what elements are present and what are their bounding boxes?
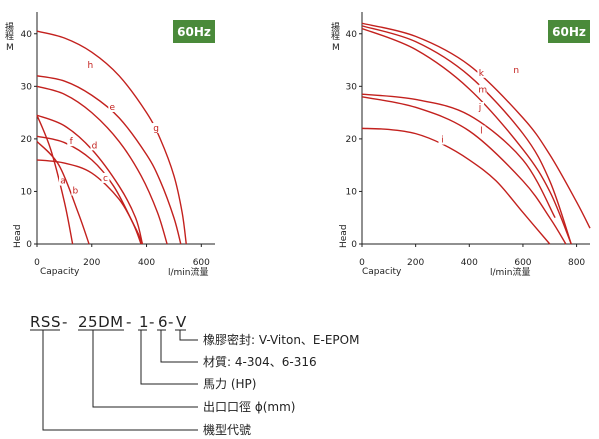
y-axis-label: Head — [13, 224, 23, 248]
y-tick-label: 10 — [346, 187, 358, 197]
curve-label-bg — [478, 84, 487, 95]
legend-item: 機型代號 — [203, 422, 251, 437]
chart-badge — [548, 20, 590, 43]
chart-badge — [173, 20, 215, 43]
curve-i — [361, 127, 551, 245]
y-axis-unit: M — [332, 43, 340, 53]
x-tick-label: 0 — [34, 258, 40, 268]
model-code-part: 25DM — [78, 313, 124, 331]
curve-label-bg — [90, 140, 99, 151]
legend-connector — [179, 330, 198, 341]
curve-g — [36, 75, 182, 245]
curve-label-g: g — [153, 124, 159, 134]
curve-label-l: l — [480, 127, 483, 137]
curve-l — [361, 96, 567, 245]
curve-label-bg — [477, 67, 486, 78]
y-axis-label: Head — [339, 224, 349, 248]
x-tick-label: 600 — [514, 258, 531, 268]
curve-label-a: a — [60, 177, 66, 187]
curve-f — [36, 135, 142, 245]
curve-c — [36, 159, 144, 245]
curve-d — [36, 114, 144, 245]
legend-item: 出口口徑 ϕ(mm) — [203, 400, 295, 414]
curve-label-bg — [59, 175, 68, 186]
curve-label-bg — [101, 172, 110, 183]
curve-label-bg — [476, 101, 485, 112]
x-tick-label: 800 — [568, 258, 585, 268]
model-code-part: 6 — [158, 313, 168, 331]
curve-label-m: m — [478, 86, 487, 96]
chart-badge-label: 60Hz — [177, 25, 211, 39]
curve-j — [361, 93, 556, 219]
y-tick-label: 0 — [26, 240, 32, 250]
curve-k — [361, 25, 572, 245]
curve-label-h: h — [88, 61, 94, 71]
x-axis-label: Capacity — [362, 267, 402, 277]
curve-label-bg — [512, 65, 521, 76]
model-code-part: 1 — [139, 313, 149, 331]
curve-label-d: d — [92, 141, 98, 151]
curve-label-c: c — [103, 174, 108, 184]
legend-item: 材質: 4-304、6-316 — [203, 354, 317, 369]
y-tick-label: 0 — [351, 240, 357, 250]
model-code-part: - — [168, 313, 174, 331]
legend-item: 橡膠密封: V-Viton、E-EPOM — [203, 332, 359, 347]
x-tick-label: 400 — [138, 258, 155, 268]
performance-chart-right: 60Hz 揚程 M Head Capacity l/min流量 0 10 20 30 4… — [329, 12, 591, 278]
x-tick-label: 600 — [193, 258, 210, 268]
curve-label-bg — [477, 125, 486, 136]
y-axis-unit: M — [6, 43, 14, 53]
curve-b — [36, 141, 90, 245]
y-tick-label: 40 — [346, 30, 358, 40]
model-code-part: - — [126, 313, 132, 331]
y-tick-label: 10 — [21, 187, 33, 197]
x-axis-label: Capacity — [40, 267, 80, 277]
legend-connector — [140, 330, 198, 385]
x-tick-label: 400 — [461, 258, 478, 268]
curve-h — [36, 30, 187, 245]
legend-item: 馬力 (HP) — [203, 377, 256, 391]
performance-chart-left: 60Hz 揚程 M Head Capacity l/min流量 0 10 20 30 4… — [3, 12, 215, 278]
legend-connector — [160, 330, 198, 363]
legend-connector — [92, 330, 198, 408]
curve-label-i: i — [441, 136, 444, 146]
curve-label-n: n — [513, 66, 519, 76]
y-axis-label-cjk: 揚程 — [329, 21, 340, 41]
curve-label-bg — [438, 134, 447, 145]
y-tick-label: 30 — [21, 82, 33, 92]
curve-label-bg — [71, 185, 80, 196]
curve-label-f: f — [70, 137, 74, 147]
curve-e — [36, 85, 168, 245]
model-code-part: - — [62, 313, 68, 331]
curve-label-bg — [67, 136, 76, 147]
curve-label-b: b — [72, 187, 78, 197]
y-tick-label: 30 — [346, 82, 358, 92]
model-code-part: - — [149, 313, 155, 331]
curve-m — [361, 27, 572, 245]
curve-label-bg — [86, 59, 95, 70]
curve-label-bg — [152, 123, 161, 133]
model-code-part: V — [176, 313, 187, 331]
curve-a — [36, 114, 74, 245]
x-axis-unit: l/min流量 — [168, 266, 209, 278]
curve-label-bg — [108, 101, 117, 112]
y-tick-label: 40 — [21, 30, 33, 40]
y-tick-label: 20 — [21, 135, 33, 145]
curve-label-k: k — [479, 69, 485, 79]
x-tick-label: 200 — [407, 258, 424, 268]
x-tick-label: 0 — [359, 258, 365, 268]
y-tick-label: 20 — [346, 135, 358, 145]
curve-label-j: j — [478, 103, 482, 113]
y-axis-label-cjk: 揚程 — [3, 21, 14, 41]
x-tick-label: 200 — [83, 258, 100, 268]
chart-badge-label: 60Hz — [552, 25, 586, 39]
legend-connector — [42, 330, 198, 431]
x-axis-unit: l/min流量 — [490, 266, 531, 278]
curve-label-e: e — [110, 103, 116, 113]
model-code-part: RSS — [30, 313, 61, 331]
curve-n — [361, 22, 591, 229]
